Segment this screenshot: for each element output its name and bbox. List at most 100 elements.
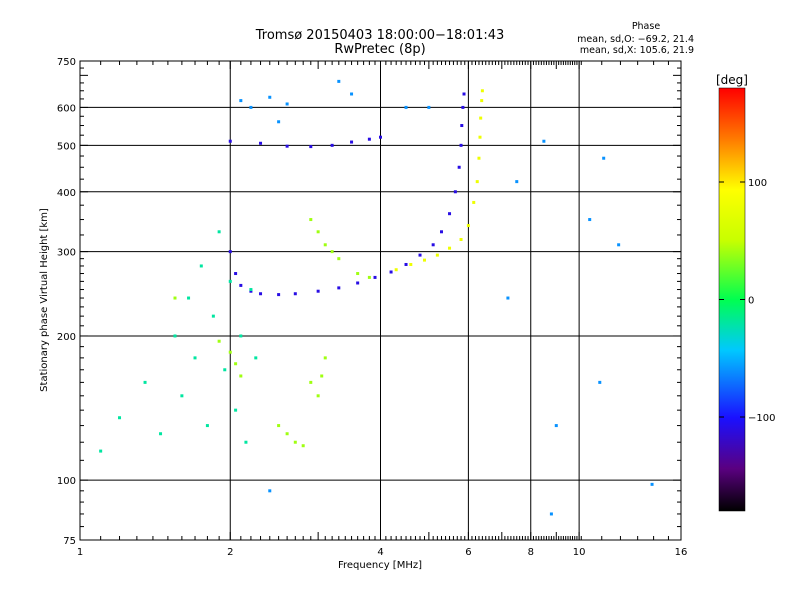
data-point bbox=[506, 296, 510, 300]
data-point bbox=[617, 243, 621, 247]
data-point bbox=[479, 116, 483, 120]
data-point bbox=[285, 102, 289, 106]
data-point bbox=[404, 105, 408, 109]
data-point bbox=[466, 224, 470, 228]
data-point bbox=[316, 230, 320, 234]
data-point bbox=[228, 250, 232, 254]
data-point bbox=[549, 512, 553, 516]
data-point bbox=[337, 257, 341, 261]
data-point bbox=[99, 449, 103, 453]
data-point bbox=[193, 356, 197, 360]
data-point bbox=[199, 264, 203, 268]
data-point bbox=[554, 424, 558, 428]
y-tick-label: 400 bbox=[57, 188, 76, 199]
data-point bbox=[180, 394, 184, 398]
data-point bbox=[249, 288, 253, 292]
data-point bbox=[356, 272, 360, 276]
x-tick-labels: 1 2 4 6 8 10 16 bbox=[77, 547, 688, 558]
data-point bbox=[394, 268, 398, 272]
x-tick-label: 10 bbox=[573, 547, 586, 558]
data-point bbox=[461, 105, 465, 109]
data-point bbox=[448, 246, 452, 250]
data-point bbox=[431, 243, 435, 247]
data-point bbox=[211, 314, 215, 318]
data-point bbox=[268, 95, 272, 99]
data-point bbox=[285, 432, 289, 436]
phase-stats-o: mean, sd,O: −69.2, 21.4 bbox=[577, 34, 694, 45]
data-point bbox=[187, 296, 191, 300]
data-point bbox=[173, 334, 177, 338]
y-tick-label: 300 bbox=[57, 248, 76, 259]
data-point bbox=[515, 180, 519, 184]
data-point bbox=[598, 380, 602, 384]
data-point bbox=[217, 339, 221, 343]
data-point bbox=[254, 356, 258, 360]
data-point bbox=[239, 283, 243, 287]
data-point bbox=[234, 272, 238, 276]
data-point bbox=[356, 281, 360, 285]
data-point bbox=[337, 286, 341, 290]
data-point bbox=[323, 243, 327, 247]
y-axis-label: Stationary phase Virtual Height [km] bbox=[39, 208, 50, 392]
data-point bbox=[440, 230, 444, 234]
phase-stats-x: mean, sd,X: 105.6, 21.9 bbox=[580, 45, 694, 56]
data-point bbox=[404, 262, 408, 266]
data-point bbox=[259, 292, 263, 296]
data-point bbox=[379, 135, 382, 139]
data-point bbox=[293, 440, 297, 444]
data-point bbox=[249, 289, 253, 293]
data-point bbox=[277, 293, 281, 297]
colorbar-label: [deg] bbox=[716, 73, 748, 87]
grid-lines bbox=[80, 61, 681, 540]
data-point bbox=[453, 190, 457, 194]
data-point bbox=[588, 218, 592, 222]
colorbar-tick-label: −100 bbox=[748, 413, 775, 424]
y-tick-labels: 75 100 200 300 400 500 600 750 bbox=[57, 57, 76, 547]
data-point bbox=[330, 250, 334, 254]
data-point bbox=[228, 279, 232, 283]
data-point bbox=[477, 156, 481, 160]
data-point bbox=[323, 356, 327, 360]
data-point bbox=[309, 218, 313, 222]
data-point bbox=[159, 432, 163, 436]
data-point bbox=[367, 275, 371, 279]
data-point bbox=[316, 394, 320, 398]
data-points bbox=[99, 79, 654, 516]
data-point bbox=[389, 270, 393, 274]
data-point bbox=[320, 374, 324, 378]
data-point bbox=[337, 79, 341, 83]
chart-title: Tromsø 20150403 18:00:00−18:01:43 bbox=[255, 28, 505, 43]
data-point bbox=[427, 105, 431, 109]
data-point bbox=[542, 139, 546, 143]
data-point bbox=[268, 489, 272, 493]
data-point bbox=[301, 444, 305, 448]
colorbar-ticks: 100 0 −100 bbox=[719, 178, 775, 424]
y-tick-label: 75 bbox=[63, 536, 76, 547]
data-point bbox=[309, 380, 313, 384]
data-point bbox=[285, 144, 289, 148]
y-tick-label: 500 bbox=[57, 141, 76, 152]
data-point bbox=[277, 120, 281, 124]
x-tick-label: 4 bbox=[377, 547, 383, 558]
plot-area: 1 2 4 6 8 10 16 75 100 200 300 400 500 600 750 bbox=[57, 57, 687, 558]
data-point bbox=[480, 89, 484, 93]
data-point bbox=[228, 350, 232, 354]
data-point bbox=[367, 137, 371, 141]
data-point bbox=[259, 141, 263, 145]
data-point bbox=[480, 99, 484, 103]
data-point bbox=[239, 334, 243, 338]
x-tick-label: 6 bbox=[465, 547, 471, 558]
data-point bbox=[217, 230, 221, 234]
data-point bbox=[602, 156, 606, 160]
y-tick-label: 600 bbox=[57, 103, 76, 114]
data-point bbox=[435, 253, 439, 257]
colorbar-tick-label: 0 bbox=[748, 296, 754, 307]
data-point bbox=[472, 200, 476, 204]
colorbar-tick-label: 100 bbox=[748, 178, 767, 189]
data-point bbox=[239, 99, 243, 103]
data-point bbox=[277, 424, 281, 428]
y-tick-label: 100 bbox=[57, 476, 76, 487]
data-point bbox=[330, 143, 334, 147]
data-point bbox=[478, 135, 482, 139]
data-point bbox=[309, 145, 313, 149]
